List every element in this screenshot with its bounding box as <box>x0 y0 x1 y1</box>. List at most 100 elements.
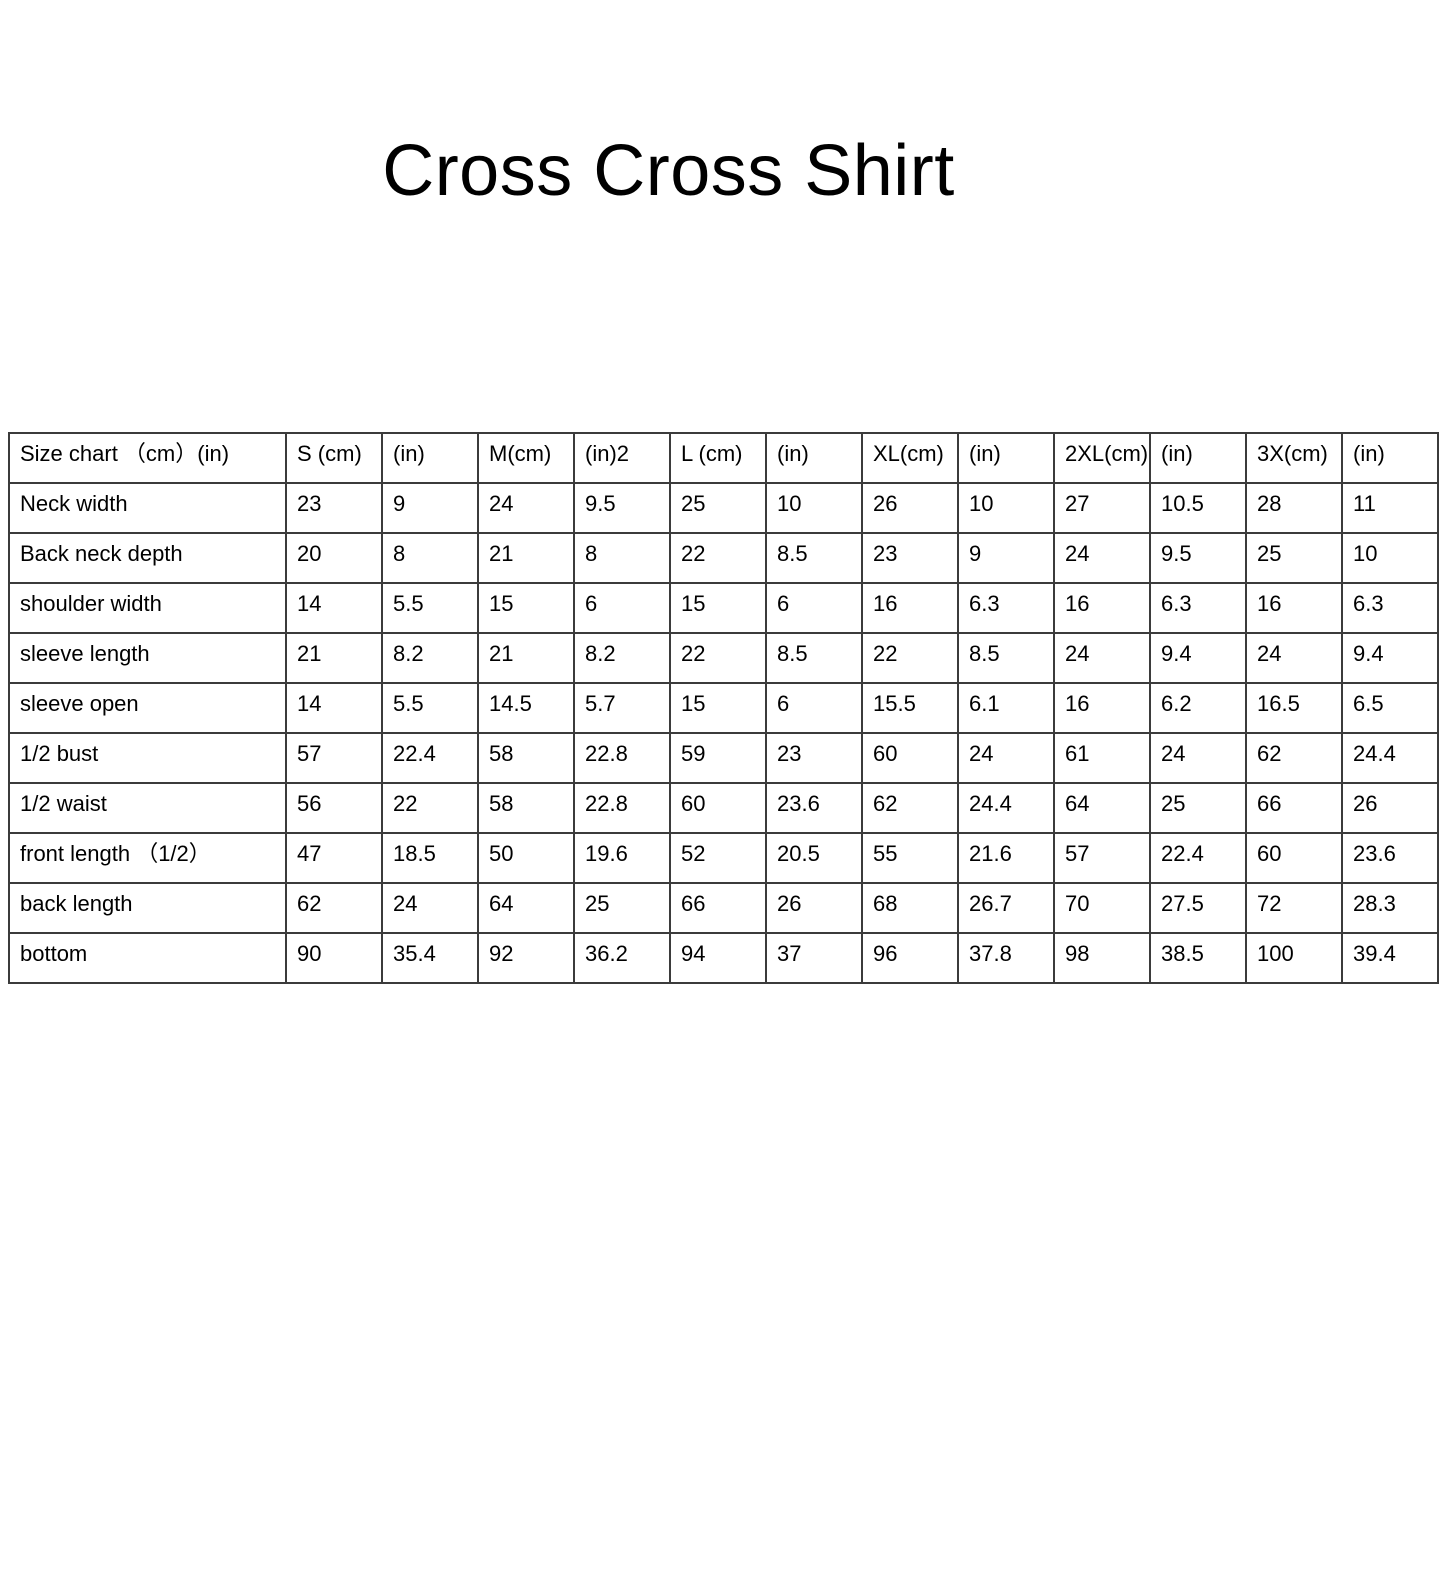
value-cell: 24.4 <box>1341 732 1439 784</box>
value-cell: 37 <box>765 932 863 984</box>
header-cell: (in)2 <box>573 432 671 484</box>
value-cell: 25 <box>1245 532 1343 584</box>
header-row: Size chart （cm）(in) S (cm) (in) M(cm) (in)2 L… <box>8 432 1439 484</box>
value-cell: 8.2 <box>573 632 671 684</box>
value-cell: 16 <box>1053 682 1151 734</box>
value-cell: 24 <box>1149 732 1247 784</box>
value-cell: 20 <box>285 532 383 584</box>
value-cell: 98 <box>1053 932 1151 984</box>
value-cell: 22 <box>381 782 479 834</box>
header-cell: L (cm) <box>669 432 767 484</box>
value-cell: 58 <box>477 732 575 784</box>
header-cell: (in) <box>381 432 479 484</box>
page-title: Cross Cross Shirt <box>382 131 955 211</box>
value-cell: 11 <box>1341 482 1439 534</box>
value-cell: 21 <box>477 532 575 584</box>
header-cell: M(cm) <box>477 432 575 484</box>
value-cell: 6.5 <box>1341 682 1439 734</box>
value-cell: 59 <box>669 732 767 784</box>
header-cell-size-chart-label: Size chart （cm）(in) <box>8 432 287 484</box>
table-row: 1/2 bust 57 22.4 58 22.8 59 23 60 24 61 24 62 24.4 <box>8 732 1439 784</box>
value-cell: 8.5 <box>765 632 863 684</box>
value-cell: 47 <box>285 832 383 884</box>
value-cell: 28.3 <box>1341 882 1439 934</box>
value-cell: 24 <box>1245 632 1343 684</box>
value-cell: 6.2 <box>1149 682 1247 734</box>
value-cell: 27 <box>1053 482 1151 534</box>
value-cell: 66 <box>1245 782 1343 834</box>
row-label: Back neck depth <box>8 532 287 584</box>
value-cell: 9 <box>381 482 479 534</box>
value-cell: 55 <box>861 832 959 884</box>
value-cell: 37.8 <box>957 932 1055 984</box>
value-cell: 36.2 <box>573 932 671 984</box>
value-cell: 22.4 <box>381 732 479 784</box>
size-chart-table: Size chart （cm）(in) S (cm) (in) M(cm) (in)2 L… <box>8 432 1439 984</box>
value-cell: 23.6 <box>1341 832 1439 884</box>
row-label: front length （1/2） <box>8 832 287 884</box>
value-cell: 24 <box>957 732 1055 784</box>
value-cell: 22.8 <box>573 732 671 784</box>
value-cell: 15 <box>669 582 767 634</box>
value-cell: 24 <box>381 882 479 934</box>
value-cell: 100 <box>1245 932 1343 984</box>
value-cell: 21 <box>477 632 575 684</box>
value-cell: 56 <box>285 782 383 834</box>
value-cell: 9 <box>957 532 1055 584</box>
size-chart-body: Neck width 23 9 24 9.5 25 10 26 10 27 10.5 28 11 Back… <box>8 482 1439 984</box>
value-cell: 5.5 <box>381 682 479 734</box>
value-cell: 24 <box>1053 532 1151 584</box>
value-cell: 10 <box>765 482 863 534</box>
value-cell: 23.6 <box>765 782 863 834</box>
table-row: bottom 90 35.4 92 36.2 94 37 96 37.8 98 38.5 100 39.… <box>8 932 1439 984</box>
value-cell: 26 <box>1341 782 1439 834</box>
value-cell: 14.5 <box>477 682 575 734</box>
value-cell: 24 <box>477 482 575 534</box>
value-cell: 64 <box>477 882 575 934</box>
value-cell: 23 <box>285 482 383 534</box>
value-cell: 35.4 <box>381 932 479 984</box>
table-row: shoulder width 14 5.5 15 6 15 6 16 6.3 16 6.3 16 6.3 <box>8 582 1439 634</box>
value-cell: 60 <box>861 732 959 784</box>
value-cell: 9.5 <box>573 482 671 534</box>
value-cell: 25 <box>1149 782 1247 834</box>
header-cell: (in) <box>1341 432 1439 484</box>
row-label: sleeve open <box>8 682 287 734</box>
value-cell: 90 <box>285 932 383 984</box>
header-cell: 2XL(cm) <box>1053 432 1151 484</box>
value-cell: 6 <box>765 582 863 634</box>
value-cell: 9.4 <box>1341 632 1439 684</box>
value-cell: 27.5 <box>1149 882 1247 934</box>
value-cell: 22 <box>669 632 767 684</box>
value-cell: 15.5 <box>861 682 959 734</box>
header-cell: XL(cm) <box>861 432 959 484</box>
value-cell: 6.1 <box>957 682 1055 734</box>
table-row: back length 62 24 64 25 66 26 68 26.7 70 27.5 72 28.… <box>8 882 1439 934</box>
value-cell: 5.5 <box>381 582 479 634</box>
value-cell: 10.5 <box>1149 482 1247 534</box>
value-cell: 66 <box>669 882 767 934</box>
value-cell: 21 <box>285 632 383 684</box>
table-row: Neck width 23 9 24 9.5 25 10 26 10 27 10.5 28 11 <box>8 482 1439 534</box>
value-cell: 64 <box>1053 782 1151 834</box>
value-cell: 22 <box>669 532 767 584</box>
value-cell: 6.3 <box>957 582 1055 634</box>
value-cell: 57 <box>285 732 383 784</box>
value-cell: 10 <box>957 482 1055 534</box>
value-cell: 6.3 <box>1341 582 1439 634</box>
value-cell: 57 <box>1053 832 1151 884</box>
value-cell: 38.5 <box>1149 932 1247 984</box>
value-cell: 15 <box>477 582 575 634</box>
value-cell: 22 <box>861 632 959 684</box>
value-cell: 14 <box>285 682 383 734</box>
header-cell: S (cm) <box>285 432 383 484</box>
value-cell: 15 <box>669 682 767 734</box>
value-cell: 6 <box>573 582 671 634</box>
table-row: sleeve length 21 8.2 21 8.2 22 8.5 22 8.5 24 9.4 24… <box>8 632 1439 684</box>
value-cell: 60 <box>669 782 767 834</box>
size-chart-header: Size chart （cm）(in) S (cm) (in) M(cm) (in)2 L… <box>8 432 1439 484</box>
value-cell: 16.5 <box>1245 682 1343 734</box>
value-cell: 62 <box>285 882 383 934</box>
header-cell: (in) <box>765 432 863 484</box>
value-cell: 92 <box>477 932 575 984</box>
